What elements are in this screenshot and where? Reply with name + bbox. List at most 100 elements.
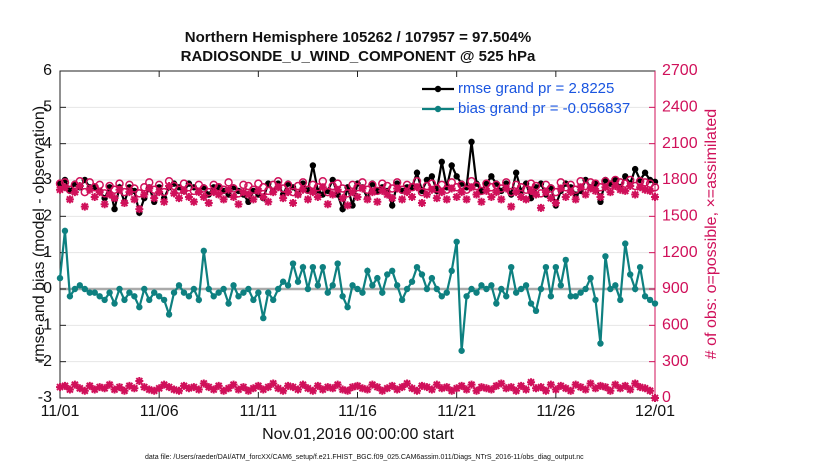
data-point: [601, 183, 610, 192]
data-point: [66, 293, 74, 300]
data-point: [468, 285, 475, 293]
data-point: [483, 285, 490, 293]
data-point: [531, 181, 541, 191]
data-point: [556, 184, 565, 193]
data-point: [497, 195, 506, 204]
data-point: [536, 383, 545, 392]
data-point: [75, 182, 84, 191]
data-point: [170, 385, 179, 394]
data-point: [179, 381, 188, 390]
data-point: [507, 202, 516, 211]
data-point: [359, 289, 366, 296]
data-point: [572, 293, 579, 300]
data-point: [597, 340, 604, 347]
data-point: [591, 384, 600, 393]
data-point: [602, 253, 609, 260]
data-point: [120, 199, 129, 208]
data-point: [339, 293, 346, 300]
data-point: [417, 381, 426, 390]
legend-marker: [434, 105, 442, 113]
data-point: [333, 185, 342, 194]
data-point: [115, 383, 124, 392]
data-point: [512, 289, 520, 296]
data-point: [60, 381, 69, 390]
data-point: [557, 282, 564, 289]
y-tick-label: 0: [43, 280, 52, 297]
data-point: [502, 184, 511, 193]
data-point: [219, 386, 228, 395]
data-point: [577, 289, 584, 296]
data-point: [71, 285, 79, 293]
data-point: [85, 185, 94, 194]
data-point: [160, 296, 168, 304]
x-tick-label: 11/01: [41, 403, 80, 420]
data-point: [209, 385, 218, 394]
data-point: [532, 190, 540, 199]
data-point: [373, 383, 382, 392]
data-point: [155, 293, 163, 300]
data-point: [487, 183, 496, 192]
data-point: [592, 296, 599, 304]
data-point: [646, 386, 655, 395]
data-point: [56, 383, 64, 392]
data-point: [527, 186, 536, 195]
data-point: [318, 385, 327, 394]
data-point: [299, 264, 307, 271]
data-point: [552, 264, 560, 271]
data-point: [522, 385, 531, 394]
data-point: [427, 385, 436, 394]
data-point: [581, 385, 590, 394]
data-point: [378, 186, 387, 195]
data-point: [348, 383, 357, 392]
data-point: [393, 385, 402, 394]
data-point: [527, 300, 535, 307]
data-point: [298, 185, 307, 194]
data-point: [547, 293, 555, 300]
data-point: [448, 162, 455, 169]
data-point: [374, 274, 381, 282]
data-point: [328, 384, 337, 393]
data-point: [611, 182, 620, 191]
data-point: [551, 199, 560, 208]
data-point: [571, 195, 580, 204]
data-point: [517, 192, 526, 201]
data-point: [279, 194, 288, 203]
series-line: [59, 141, 656, 217]
data-point: [566, 386, 575, 395]
data-point: [249, 384, 258, 393]
data-point: [617, 296, 624, 304]
data-point: [641, 293, 649, 300]
data-point: [264, 383, 273, 392]
data-point: [384, 271, 391, 278]
footnote: data file: /Users/raeder/DAI/ATM_forcXX/…: [145, 454, 584, 461]
data-point: [289, 260, 297, 267]
plot-frame: [59, 70, 656, 399]
data-point: [254, 381, 263, 390]
data-point: [105, 380, 114, 389]
data-point: [56, 185, 64, 194]
y-tick-label: 5: [43, 99, 52, 116]
data-point: [472, 190, 481, 199]
data-point: [631, 379, 640, 388]
data-point: [95, 188, 104, 197]
data-point: [90, 192, 99, 201]
data-point: [249, 195, 258, 204]
data-point: [432, 194, 441, 203]
data-point: [447, 386, 456, 395]
x-tick-label: 11/16: [338, 403, 377, 420]
data-point: [279, 386, 288, 395]
data-point: [368, 188, 377, 197]
data-point: [556, 381, 565, 390]
data-point: [561, 192, 570, 201]
data-point: [194, 188, 203, 197]
data-point: [388, 381, 397, 390]
data-point: [503, 293, 510, 300]
data-point: [622, 240, 629, 247]
data-point: [354, 285, 361, 293]
data-point: [100, 384, 109, 393]
data-point: [443, 289, 450, 296]
data-point: [621, 186, 630, 195]
y2-tick-label: 1200: [662, 244, 698, 261]
data-point: [591, 186, 600, 195]
data-point: [190, 285, 198, 293]
